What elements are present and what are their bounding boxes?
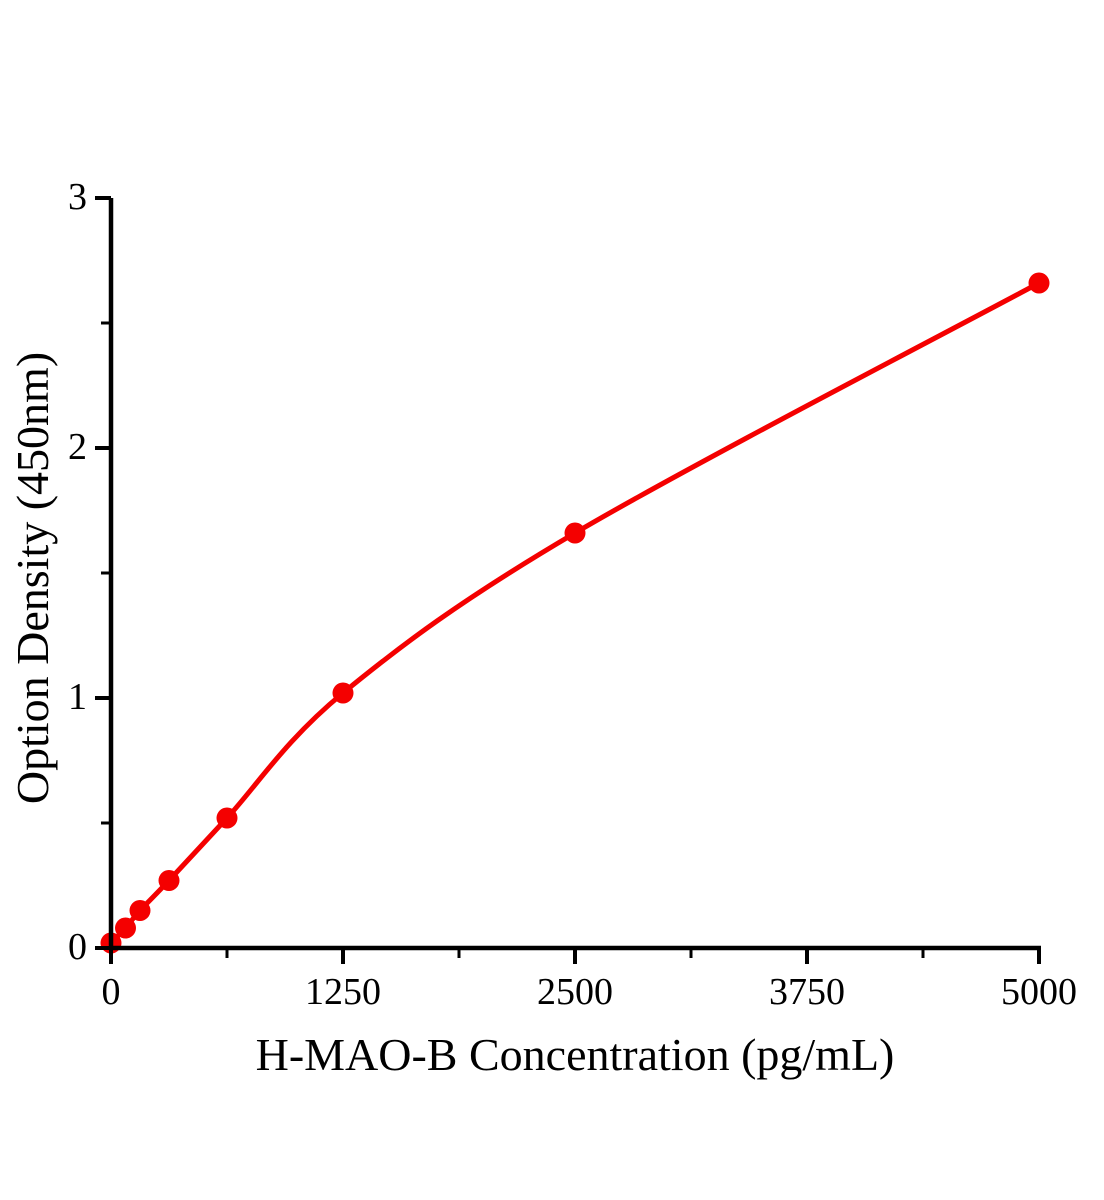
data-point — [129, 900, 151, 921]
y-tick-labels: 0 1 2 3 — [68, 176, 87, 968]
y-tick-label: 0 — [68, 926, 87, 968]
x-tick-label: 2500 — [537, 971, 613, 1013]
data-points — [100, 272, 1050, 954]
y-tick-label: 1 — [68, 676, 87, 718]
y-tick-label: 2 — [68, 426, 87, 468]
axis-spines — [108, 198, 1041, 951]
data-point — [332, 682, 354, 704]
data-point — [216, 807, 238, 829]
data-point — [115, 917, 136, 939]
data-point — [158, 870, 180, 891]
x-axis-title: H-MAO-B Concentration (pg/mL) — [256, 1029, 895, 1080]
x-tick-label: 1250 — [305, 971, 381, 1013]
x-tick-labels: 0 1250 2500 3750 5000 — [102, 971, 1078, 1013]
data-point — [1028, 272, 1050, 294]
y-axis-title: Option Density (450nm) — [7, 352, 58, 804]
x-tick-label: 3750 — [769, 971, 845, 1013]
data-point — [564, 522, 586, 544]
x-tick-label: 5000 — [1001, 971, 1077, 1013]
y-tick-label: 3 — [68, 176, 87, 218]
axes — [95, 196, 1041, 964]
x-tick-label: 0 — [102, 971, 121, 1013]
standard-curve-line — [108, 280, 1042, 946]
